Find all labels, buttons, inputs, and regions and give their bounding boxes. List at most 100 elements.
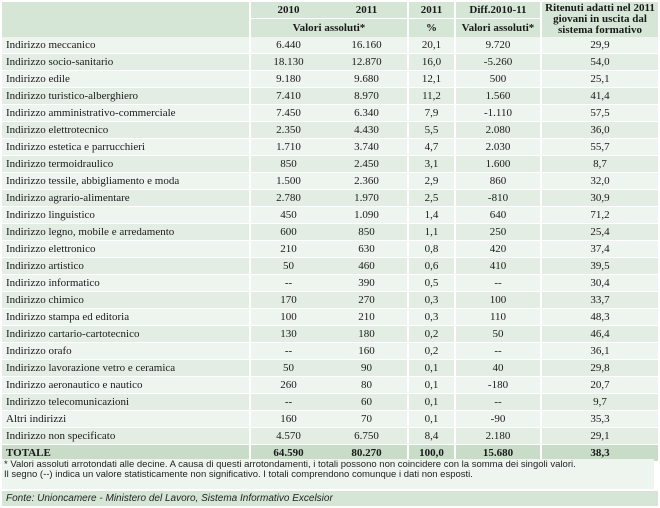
cell-v2011: 12.870 <box>326 53 408 71</box>
cell-ritenuti: 55,7 <box>540 138 658 156</box>
cell-v2010: 6.440 <box>249 37 326 54</box>
cell-ritenuti: 48,3 <box>540 308 658 326</box>
table-row: Indirizzo amministrativo-commerciale 7.45… <box>2 104 658 122</box>
table-row: Indirizzo elettronico 210 630 0,8 420 37,4 <box>2 240 658 258</box>
cell-pct: 0,1 <box>407 359 455 377</box>
cell-v2010: 600 <box>249 223 326 241</box>
table-row: Indirizzo artistico 50 460 0,6 410 39,5 <box>2 257 658 275</box>
total-diff: 15.680 <box>454 444 541 462</box>
table-row: Indirizzo informatico -- 390 0,5 -- 30,4 <box>2 274 658 292</box>
cell-ritenuti: 25,1 <box>540 70 658 88</box>
cell-diff: -- <box>454 274 541 292</box>
cell-ritenuti: 9,7 <box>540 393 658 411</box>
cell-diff: 1.600 <box>454 155 541 173</box>
cell-ritenuti: 39,5 <box>540 257 658 275</box>
row-label: Indirizzo legno, mobile e arredamento <box>2 223 250 241</box>
cell-pct: 3,1 <box>407 155 455 173</box>
table-row: Indirizzo estetica e parrucchieri 1.710 3.… <box>2 138 658 156</box>
row-label: Altri indirizzi <box>2 410 250 428</box>
table-row: Indirizzo legno, mobile e arredamento 600… <box>2 223 658 241</box>
footnote-line-1: * Valori assoluti arrotondati alle decin… <box>4 459 576 470</box>
cell-v2010: 260 <box>249 376 326 394</box>
table-row: Indirizzo socio-sanitario 18.130 12.870 16,… <box>2 53 658 71</box>
row-label: Indirizzo meccanico <box>2 37 250 54</box>
cell-v2010: 7.410 <box>249 87 326 105</box>
cell-v2010: 100 <box>249 308 326 326</box>
cell-v2011: 630 <box>326 240 408 258</box>
cell-v2010: 1.710 <box>249 138 326 156</box>
cell-v2010: 50 <box>249 257 326 275</box>
cell-ritenuti: 20,7 <box>540 376 658 394</box>
cell-ritenuti: 57,5 <box>540 104 658 122</box>
row-label: Indirizzo informatico <box>2 274 250 292</box>
row-label: Indirizzo edile <box>2 70 250 88</box>
footnotes: * Valori assoluti arrotondati alle decin… <box>2 459 654 489</box>
cell-diff: 2.080 <box>454 121 541 139</box>
row-label: Indirizzo amministrativo-commerciale <box>2 104 250 122</box>
cell-diff: 420 <box>454 240 541 258</box>
total-v2010: 64.590 <box>249 444 326 462</box>
cell-ritenuti: 29,8 <box>540 359 658 377</box>
header-2011-pct: 2011 <box>407 2 455 19</box>
cell-pct: 0,1 <box>407 410 455 428</box>
cell-diff: 50 <box>454 325 541 343</box>
table-row: Indirizzo chimico 170 270 0,3 100 33,7 <box>2 291 658 309</box>
cell-v2011: 850 <box>326 223 408 241</box>
cell-v2011: 8.970 <box>326 87 408 105</box>
cell-diff: 1.560 <box>454 87 541 105</box>
table-row: Indirizzo stampa ed editoria 100 210 0,3 110… <box>2 308 658 326</box>
cell-diff: -810 <box>454 189 541 207</box>
cell-pct: 0,2 <box>407 342 455 360</box>
row-label: Indirizzo aeronautico e nautico <box>2 376 250 394</box>
cell-ritenuti: 32,0 <box>540 172 658 190</box>
source-note: Fonte: Unioncamere - Ministero del Lavor… <box>2 491 658 506</box>
cell-diff: 2.030 <box>454 138 541 156</box>
cell-v2011: 60 <box>326 393 408 411</box>
row-label: Indirizzo lavorazione vetro e ceramica <box>2 359 250 377</box>
header-2010: 2010 <box>249 2 326 19</box>
table-row: Altri indirizzi 160 70 0,1 -90 35,3 <box>2 410 658 428</box>
total-row: TOTALE 64.590 80.270 100,0 15.680 38,3 <box>2 444 658 462</box>
cell-v2011: 2.360 <box>326 172 408 190</box>
cell-v2010: -- <box>249 393 326 411</box>
cell-v2011: 180 <box>326 325 408 343</box>
cell-v2010: 1.500 <box>249 172 326 190</box>
cell-pct: 11,2 <box>407 87 455 105</box>
cell-pct: 1,4 <box>407 206 455 224</box>
cell-v2011: 4.430 <box>326 121 408 139</box>
row-label: Indirizzo estetica e parrucchieri <box>2 138 250 156</box>
total-label: TOTALE <box>2 444 250 462</box>
cell-diff: -- <box>454 393 541 411</box>
table-row: Indirizzo edile 9.180 9.680 12,1 500 25,1 <box>2 70 658 88</box>
cell-v2010: 450 <box>249 206 326 224</box>
cell-pct: 1,1 <box>407 223 455 241</box>
cell-v2011: 16.160 <box>326 37 408 54</box>
cell-diff: 9.720 <box>454 37 541 54</box>
row-label: Indirizzo tessile, abbigliamento e moda <box>2 172 250 190</box>
cell-v2010: 2.350 <box>249 121 326 139</box>
cell-v2010: 2.780 <box>249 189 326 207</box>
cell-ritenuti: 71,2 <box>540 206 658 224</box>
table-row: Indirizzo cartario-cartotecnico 130 180 0,2… <box>2 325 658 343</box>
cell-diff: -90 <box>454 410 541 428</box>
cell-pct: 7,9 <box>407 104 455 122</box>
cell-ritenuti: 29,1 <box>540 427 658 445</box>
table-row: Indirizzo elettrotecnico 2.350 4.430 5,5 2.0… <box>2 121 658 139</box>
row-label: Indirizzo artistico <box>2 257 250 275</box>
table-row: Indirizzo termoidraulico 850 2.450 3,1 1.600… <box>2 155 658 173</box>
cell-ritenuti: 33,7 <box>540 291 658 309</box>
table-row: Indirizzo non specificato 4.570 6.750 8,4 2.… <box>2 427 658 445</box>
row-label: Indirizzo telecomunicazioni <box>2 393 250 411</box>
row-label: Indirizzo orafo <box>2 342 250 360</box>
cell-pct: 4,7 <box>407 138 455 156</box>
row-label: Indirizzo turistico-alberghiero <box>2 87 250 105</box>
cell-diff: 100 <box>454 291 541 309</box>
row-label: Indirizzo termoidraulico <box>2 155 250 173</box>
cell-v2011: 1.090 <box>326 206 408 224</box>
cell-v2011: 210 <box>326 308 408 326</box>
cell-pct: 0,3 <box>407 308 455 326</box>
cell-ritenuti: 8,7 <box>540 155 658 173</box>
cell-ritenuti: 35,3 <box>540 410 658 428</box>
table-header: 2010 2011 2011 Diff.2010-11 Ritenuti ada… <box>2 2 658 37</box>
table-body: Indirizzo meccanico 6.440 16.160 20,1 9.720 2… <box>2 37 658 462</box>
